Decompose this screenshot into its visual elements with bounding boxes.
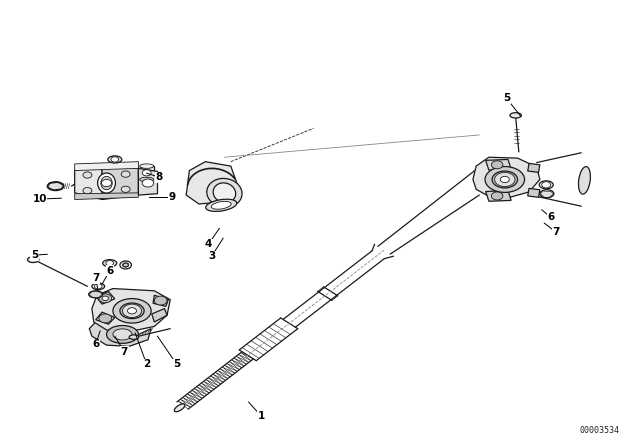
Circle shape	[111, 157, 118, 162]
Polygon shape	[152, 309, 167, 322]
Ellipse shape	[485, 167, 525, 192]
Ellipse shape	[579, 167, 591, 194]
Circle shape	[500, 177, 509, 183]
Ellipse shape	[140, 164, 154, 168]
Circle shape	[154, 296, 167, 305]
Polygon shape	[140, 166, 154, 180]
Text: 2: 2	[143, 359, 150, 369]
Ellipse shape	[540, 190, 554, 198]
Ellipse shape	[89, 291, 102, 298]
Circle shape	[99, 314, 111, 323]
Ellipse shape	[108, 156, 122, 163]
Text: 6: 6	[106, 266, 113, 276]
Text: 5: 5	[173, 359, 180, 369]
Ellipse shape	[174, 404, 185, 412]
Ellipse shape	[540, 181, 553, 189]
Ellipse shape	[492, 171, 518, 188]
Polygon shape	[138, 168, 157, 195]
Ellipse shape	[106, 326, 138, 343]
Polygon shape	[75, 164, 102, 199]
Circle shape	[541, 182, 550, 188]
Circle shape	[142, 179, 154, 187]
Ellipse shape	[140, 177, 154, 182]
Text: 1: 1	[258, 411, 265, 421]
Polygon shape	[528, 188, 540, 197]
Ellipse shape	[207, 178, 242, 207]
Circle shape	[121, 171, 130, 177]
Polygon shape	[102, 164, 138, 199]
Circle shape	[142, 170, 151, 176]
Circle shape	[102, 296, 108, 301]
Ellipse shape	[113, 298, 151, 323]
Ellipse shape	[213, 183, 236, 203]
Ellipse shape	[47, 182, 64, 190]
Text: 6: 6	[92, 339, 99, 349]
Text: 6: 6	[547, 212, 554, 222]
Ellipse shape	[205, 199, 237, 211]
Polygon shape	[75, 162, 138, 171]
Text: 00003534: 00003534	[579, 426, 620, 435]
Circle shape	[492, 192, 503, 200]
Text: 7: 7	[92, 273, 99, 283]
Polygon shape	[486, 190, 511, 201]
Circle shape	[121, 186, 130, 192]
Ellipse shape	[92, 283, 104, 290]
Text: 3: 3	[208, 251, 215, 261]
Circle shape	[99, 294, 111, 303]
Ellipse shape	[102, 260, 116, 267]
Polygon shape	[153, 295, 168, 306]
Ellipse shape	[120, 261, 131, 269]
Text: 5: 5	[31, 250, 38, 260]
Circle shape	[492, 161, 503, 169]
Polygon shape	[92, 289, 170, 332]
Ellipse shape	[120, 303, 144, 319]
Ellipse shape	[113, 329, 132, 340]
Text: 9: 9	[168, 192, 176, 202]
Polygon shape	[473, 157, 540, 197]
Circle shape	[95, 284, 102, 289]
Text: 4: 4	[205, 239, 212, 249]
Polygon shape	[75, 193, 138, 199]
Ellipse shape	[129, 335, 139, 339]
Text: 10: 10	[33, 194, 47, 204]
Circle shape	[127, 308, 136, 314]
Text: 8: 8	[156, 172, 163, 182]
Ellipse shape	[510, 113, 522, 118]
Polygon shape	[96, 312, 115, 324]
Polygon shape	[90, 322, 151, 346]
Ellipse shape	[100, 177, 112, 190]
Ellipse shape	[211, 202, 231, 209]
Polygon shape	[528, 164, 540, 172]
Polygon shape	[96, 292, 115, 304]
Circle shape	[123, 263, 128, 267]
Ellipse shape	[122, 263, 129, 267]
Circle shape	[83, 188, 92, 194]
Polygon shape	[186, 162, 237, 204]
Circle shape	[83, 172, 92, 178]
Text: 7: 7	[552, 227, 559, 237]
Ellipse shape	[28, 257, 39, 263]
Text: 7: 7	[121, 347, 128, 357]
Text: 5: 5	[503, 94, 510, 103]
Circle shape	[495, 172, 515, 187]
Circle shape	[101, 180, 111, 187]
Ellipse shape	[98, 173, 115, 193]
Circle shape	[122, 304, 141, 318]
Polygon shape	[486, 159, 511, 170]
Circle shape	[106, 260, 113, 266]
